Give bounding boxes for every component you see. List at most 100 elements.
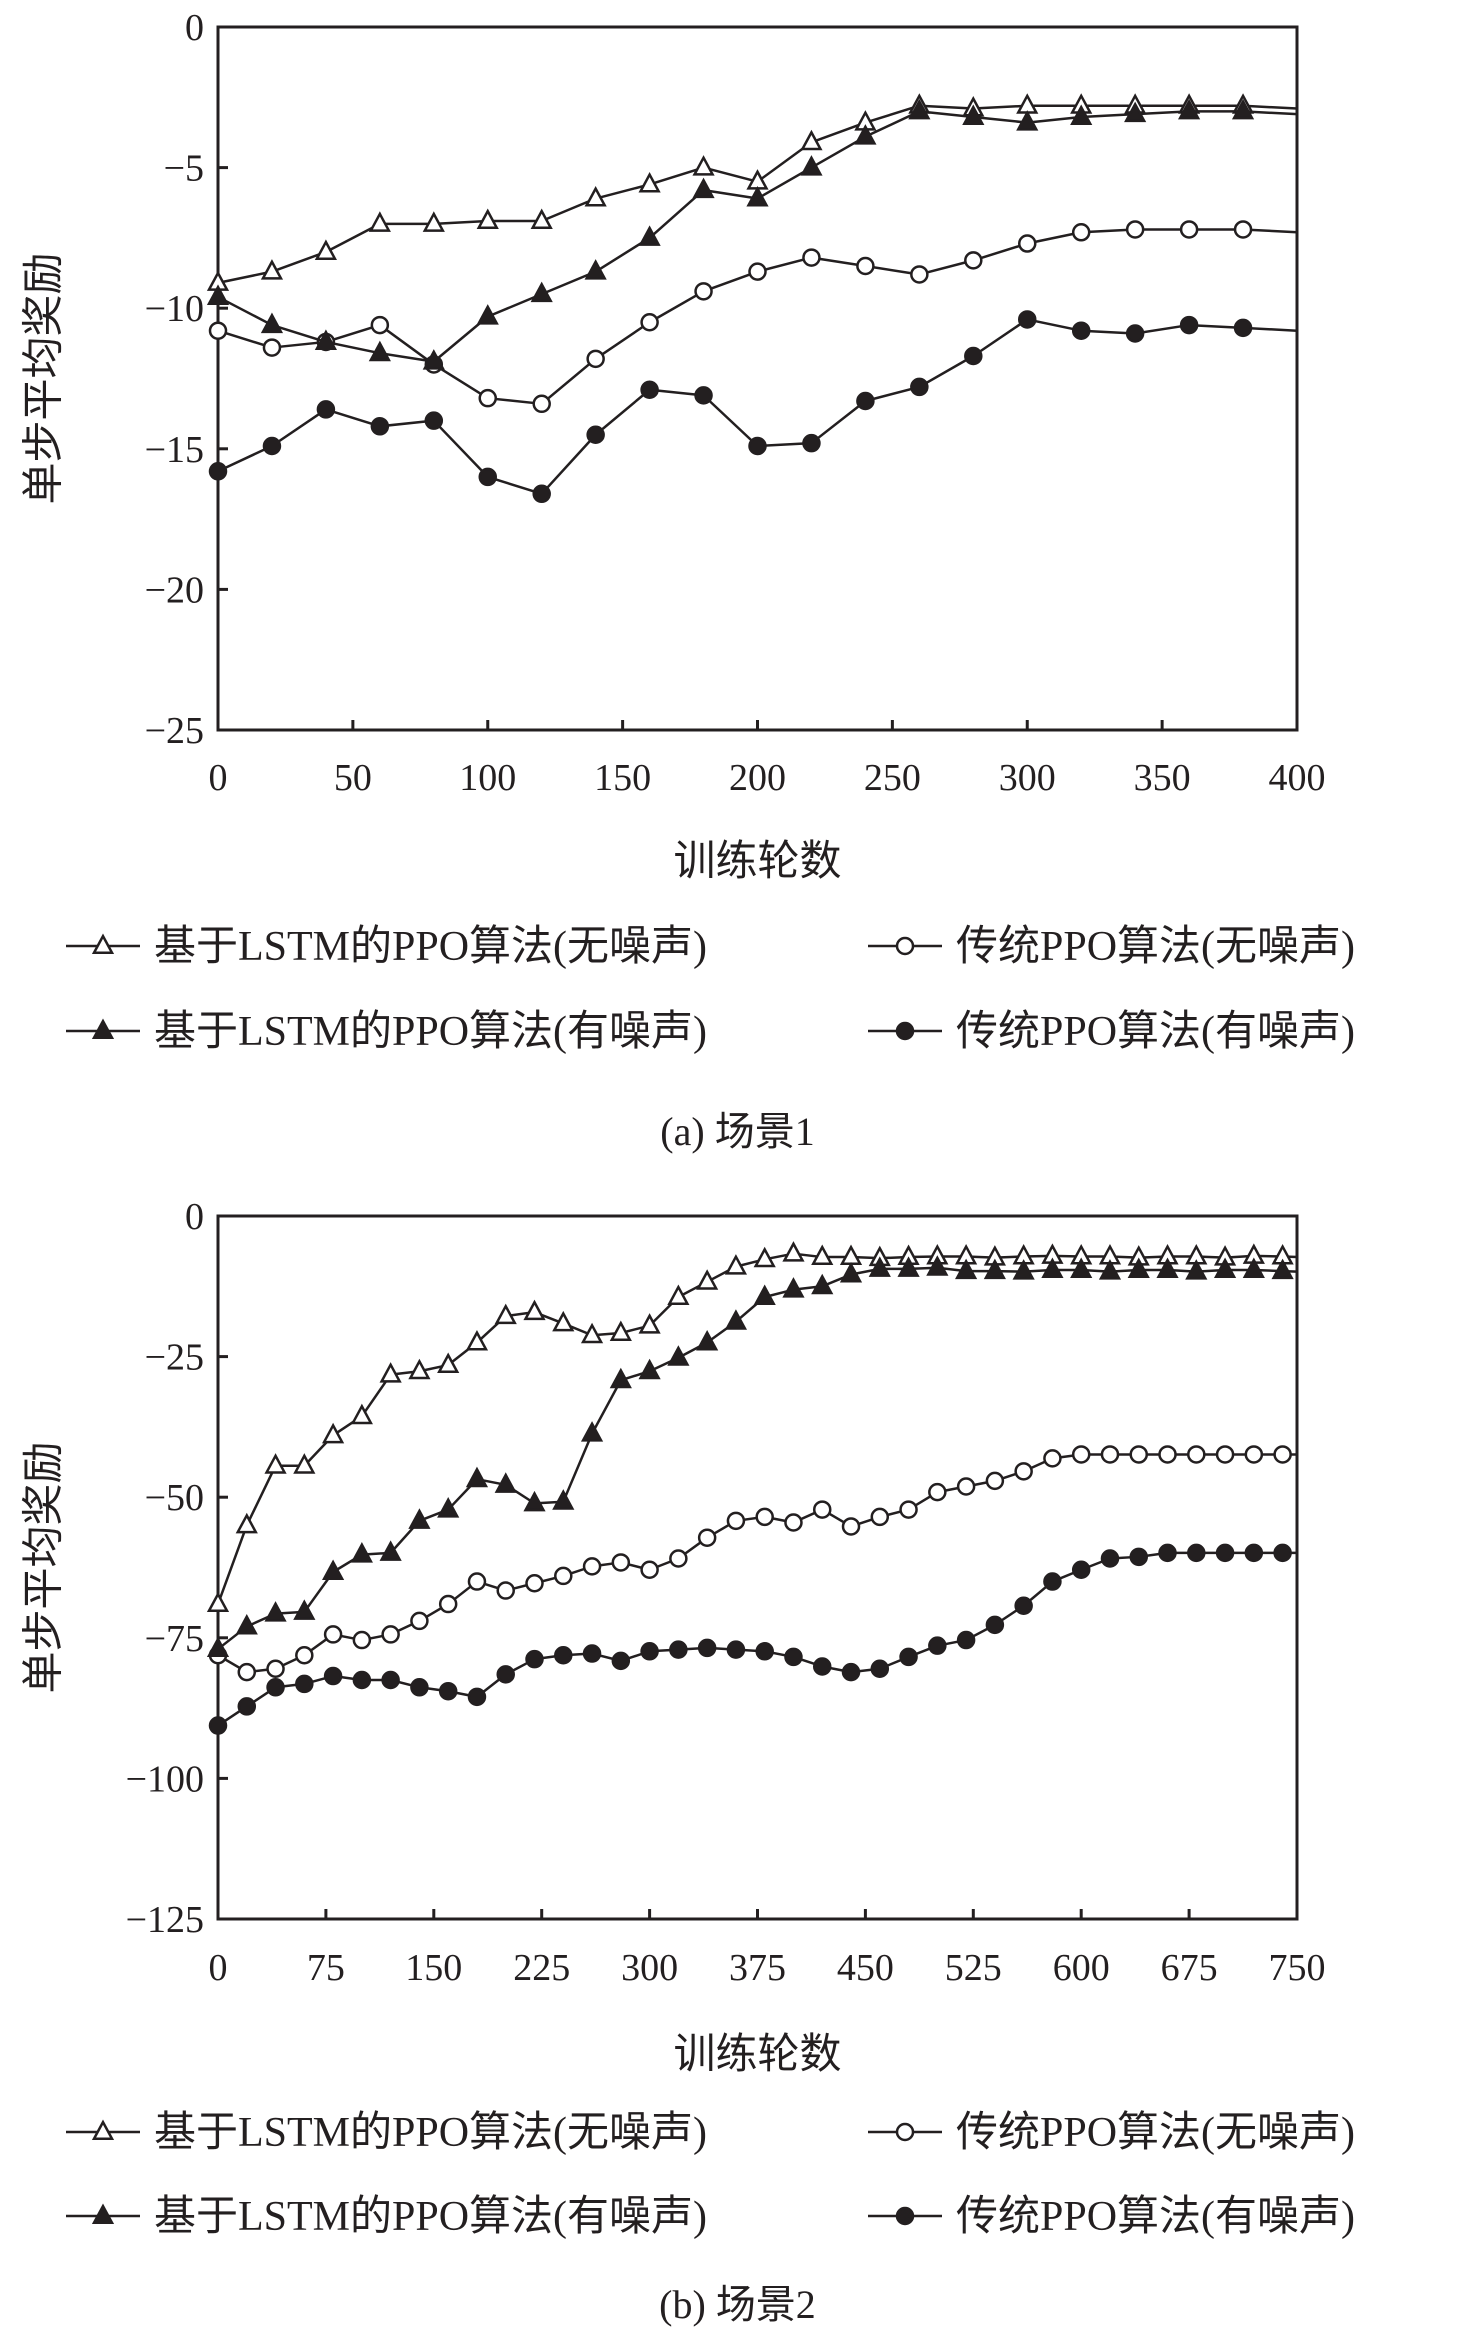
- x-tick-label: 675: [1161, 1947, 1218, 1989]
- data-point: [262, 436, 282, 456]
- data-point: [1129, 1547, 1148, 1567]
- data-point: [580, 1421, 604, 1442]
- data-point: [1041, 1257, 1064, 1278]
- y-tick-label: −25: [145, 710, 204, 752]
- x-tick-label: 200: [729, 757, 786, 799]
- data-point: [206, 1591, 230, 1613]
- data-point: [1244, 1445, 1264, 1464]
- data-point: [314, 329, 337, 350]
- data-point: [1071, 1445, 1091, 1464]
- data-point: [208, 1716, 228, 1735]
- data-point: [1233, 318, 1253, 338]
- data-point: [206, 1636, 230, 1658]
- data-point: [1070, 104, 1093, 125]
- data-point: [1242, 1257, 1265, 1278]
- data-point: [478, 388, 497, 408]
- legend-label: 传统PPO算法(有噪声): [956, 2194, 1355, 2240]
- data-point: [438, 1594, 458, 1614]
- data-point: [667, 1284, 690, 1305]
- data-point: [1215, 1445, 1235, 1464]
- data-point: [1178, 98, 1201, 120]
- data-point: [839, 1244, 863, 1266]
- data-point: [854, 124, 877, 145]
- data-point: [554, 1566, 573, 1586]
- data-point: [523, 1299, 546, 1321]
- data-point: [422, 349, 445, 370]
- data-point: [465, 1466, 489, 1488]
- data-point: [841, 1662, 861, 1682]
- x-tick-label: 100: [459, 757, 516, 799]
- y-tick-label: −20: [145, 569, 204, 611]
- data-point: [726, 1511, 746, 1531]
- data-point: [697, 1638, 717, 1658]
- data-point: [584, 186, 607, 207]
- plot-frame: [216, 25, 1299, 732]
- data-point: [437, 1497, 460, 1518]
- data-point: [494, 1303, 517, 1325]
- data-point: [1125, 220, 1145, 239]
- data-point: [1098, 1259, 1122, 1280]
- data-point: [1215, 1543, 1235, 1563]
- data-point: [266, 1659, 285, 1678]
- data-point: [410, 1678, 429, 1697]
- legend-open-circle-icon: [895, 936, 915, 956]
- data-point: [352, 1670, 372, 1690]
- data-point: [640, 313, 659, 332]
- data-point: [782, 1241, 805, 1262]
- data-point: [802, 433, 821, 453]
- data-point: [926, 1255, 949, 1276]
- data-point: [408, 1358, 431, 1380]
- data-point: [208, 462, 228, 481]
- data-point: [983, 1258, 1006, 1280]
- data-point: [1100, 1549, 1120, 1568]
- x-tick-label: 150: [405, 1947, 462, 1989]
- data-point: [611, 1651, 631, 1671]
- legend-item: 传统PPO算法(有噪声): [868, 1009, 1355, 1055]
- data-point: [746, 186, 769, 207]
- data-point: [782, 1277, 805, 1298]
- series-filled-circle: [208, 310, 1298, 504]
- data-point: [1124, 101, 1147, 123]
- data-point: [856, 391, 875, 411]
- data-point: [638, 225, 661, 246]
- data-point: [316, 400, 336, 419]
- legend-item: 基于LSTM的PPO算法(有噪声): [66, 1009, 707, 1055]
- data-point: [295, 1674, 314, 1694]
- data-point: [494, 1472, 517, 1493]
- data-point: [1271, 1258, 1294, 1280]
- data-point: [697, 1528, 717, 1547]
- data-point: [370, 315, 390, 335]
- data-point: [640, 1560, 659, 1579]
- data-point: [465, 1330, 489, 1351]
- data-point: [523, 1490, 546, 1512]
- data-point: [609, 1320, 632, 1341]
- data-point: [1233, 220, 1253, 239]
- data-point: [1273, 1543, 1292, 1563]
- data-point: [314, 239, 337, 260]
- data-point: [899, 1500, 918, 1519]
- data-point: [467, 1572, 487, 1591]
- data-point: [321, 1559, 345, 1580]
- y-axis-label: 单步平均奖励: [22, 252, 68, 504]
- data-point: [530, 208, 553, 230]
- data-point: [496, 1581, 515, 1600]
- data-point: [669, 1549, 688, 1568]
- data-point: [784, 1513, 803, 1532]
- data-point: [424, 411, 444, 430]
- data-point: [260, 259, 284, 280]
- x-tick-label: 400: [1269, 757, 1326, 799]
- x-tick-label: 300: [621, 1947, 678, 1989]
- data-point: [467, 1687, 487, 1707]
- data-point: [638, 171, 661, 193]
- data-point: [264, 1601, 287, 1622]
- data-point: [264, 1453, 287, 1474]
- data-point: [437, 1352, 460, 1374]
- data-point: [323, 1625, 343, 1644]
- data-point: [748, 262, 767, 281]
- legend-label: 传统PPO算法(有噪声): [956, 1009, 1355, 1055]
- data-point: [532, 394, 551, 414]
- data-point: [800, 129, 823, 151]
- data-point: [1158, 1543, 1177, 1563]
- data-point: [1016, 93, 1039, 114]
- data-point: [381, 1625, 400, 1644]
